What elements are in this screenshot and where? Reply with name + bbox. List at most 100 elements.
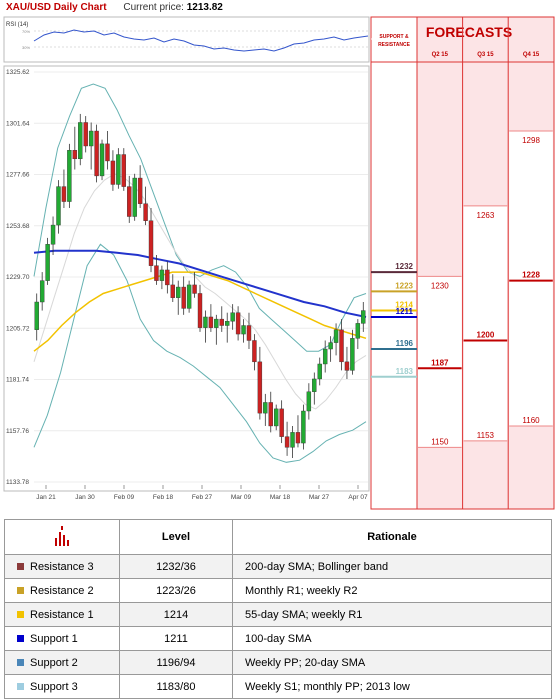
color-swatch — [17, 563, 24, 571]
forecast-mid-label: 1228 — [522, 271, 540, 280]
color-swatch — [17, 683, 24, 691]
candle-body — [39, 280, 45, 303]
color-swatch — [17, 635, 24, 643]
current-price-label: Current price: — [123, 2, 184, 13]
color-swatch — [17, 587, 24, 595]
candle-body — [61, 186, 67, 202]
y-tick-label: 1157.76 — [6, 428, 29, 435]
bollinger-lower-line — [33, 243, 367, 463]
candle-body — [34, 301, 39, 330]
candle-body — [355, 323, 361, 339]
candle-body — [110, 160, 116, 185]
table-row: Support 1 1211 100-day SMA — [4, 626, 552, 651]
x-tick-label: Jan 30 — [75, 494, 95, 501]
chart-header: XAU/USD Daily Chart Current price: 1213.… — [0, 0, 370, 16]
forecast-range-box — [418, 276, 462, 448]
candle-body — [301, 410, 306, 444]
price-panel — [3, 65, 370, 492]
row-name-cell: Support 1 — [4, 626, 120, 651]
candle-body — [148, 220, 154, 266]
candle-body — [284, 436, 290, 448]
x-tick-label: Feb 09 — [114, 494, 135, 501]
sr-level-label: 1183 — [396, 367, 414, 376]
level-header: Level — [119, 519, 233, 555]
candle-body — [361, 310, 366, 324]
row-level: 1196/94 — [119, 650, 233, 675]
candle-body — [78, 122, 83, 160]
candle-body — [279, 408, 284, 437]
candle-body — [72, 150, 78, 160]
candle-body — [137, 177, 143, 204]
candle-body — [99, 143, 105, 177]
color-swatch — [17, 611, 24, 619]
table-row: Resistance 1 1214 55-day SMA; weekly R1 — [4, 602, 552, 627]
row-rationale: 55-day SMA; weekly R1 — [232, 602, 552, 627]
x-tick-label: Mar 09 — [231, 494, 252, 501]
y-tick-label: 1277.66 — [6, 172, 30, 179]
table-icon-cell — [4, 519, 120, 555]
candle-body — [83, 122, 88, 147]
candle-body — [235, 312, 241, 335]
candle-body — [290, 432, 295, 448]
sma55-line — [33, 271, 367, 352]
row-name-cell: Resistance 3 — [4, 554, 120, 579]
forecast-range-box — [463, 205, 508, 441]
row-name-cell: Resistance 2 — [4, 578, 120, 603]
candle-body — [257, 361, 263, 414]
table-row: Resistance 2 1223/26 Monthly R1; weekly R2 — [4, 578, 552, 603]
sr-level-label: 1232 — [395, 262, 413, 271]
candle-body — [295, 432, 301, 444]
candle-body — [219, 318, 224, 326]
y-axis: 1325.62 1301.64 1277.66 1253.68 1229.70 1205.… — [6, 69, 368, 486]
candle-body — [176, 286, 181, 298]
rsi-label: RSI (14) — [6, 22, 28, 28]
row-rationale: 200-day SMA; Bollinger band — [232, 554, 552, 579]
table-header-row: Level Rationale — [4, 519, 552, 555]
y-tick-label: 1253.68 — [6, 223, 30, 230]
quarter-label: Q4 15 — [523, 52, 540, 58]
row-level: 1183/80 — [119, 674, 233, 699]
x-axis: Jan 21 Jan 30 Feb 09 Feb 18 Feb 27 Mar 09 Mar … — [36, 485, 368, 501]
y-tick-label: 1205.72 — [6, 325, 30, 332]
sr-label-2: RESISTANCE — [378, 42, 411, 48]
table-row: Support 2 1196/94 Weekly PP; 20-day SMA — [4, 650, 552, 675]
candle-body — [192, 284, 197, 294]
quarter-label: Q2 15 — [432, 52, 449, 58]
row-name: Support 2 — [30, 656, 78, 669]
candle-body — [67, 150, 72, 202]
candle-body — [132, 177, 137, 217]
rsi-70-label: 70% — [22, 29, 30, 34]
candle-body — [45, 244, 50, 281]
candle-body — [252, 340, 257, 363]
sr-level-label: 1196 — [396, 339, 414, 348]
bollinger-upper-line — [33, 83, 367, 352]
candle-body — [159, 269, 165, 281]
candle-body — [273, 408, 279, 427]
row-rationale: Monthly R1; weekly R2 — [232, 578, 552, 603]
rsi-panel — [3, 16, 370, 63]
candle-body — [241, 325, 246, 335]
candle-body — [214, 318, 219, 328]
candle-body — [105, 143, 110, 162]
row-name-cell: Support 2 — [4, 650, 120, 675]
candle-body — [143, 203, 148, 221]
bar-chart-icon — [55, 525, 69, 546]
candle-body — [50, 224, 56, 245]
candle-body — [165, 269, 170, 286]
current-price-value: 1213.82 — [186, 2, 223, 13]
table-row: Support 3 1183/80 Weekly S1; monthly PP; 2… — [4, 674, 552, 699]
candle-body — [121, 154, 127, 187]
row-name: Resistance 1 — [30, 608, 94, 621]
candle-body — [263, 402, 268, 414]
x-tick-label: Mar 27 — [309, 494, 330, 501]
row-rationale: 100-day SMA — [232, 626, 552, 651]
chart-title: XAU/USD Daily Chart — [6, 2, 107, 13]
candle-body — [344, 361, 350, 371]
candle-body — [328, 342, 333, 350]
forecast-range-box — [509, 131, 553, 426]
candle-body — [225, 321, 230, 326]
x-tick-label: Feb 27 — [192, 494, 213, 501]
sma100-line — [33, 249, 367, 318]
rsi-30-label: 30% — [22, 45, 30, 50]
rsi-line — [33, 29, 369, 52]
